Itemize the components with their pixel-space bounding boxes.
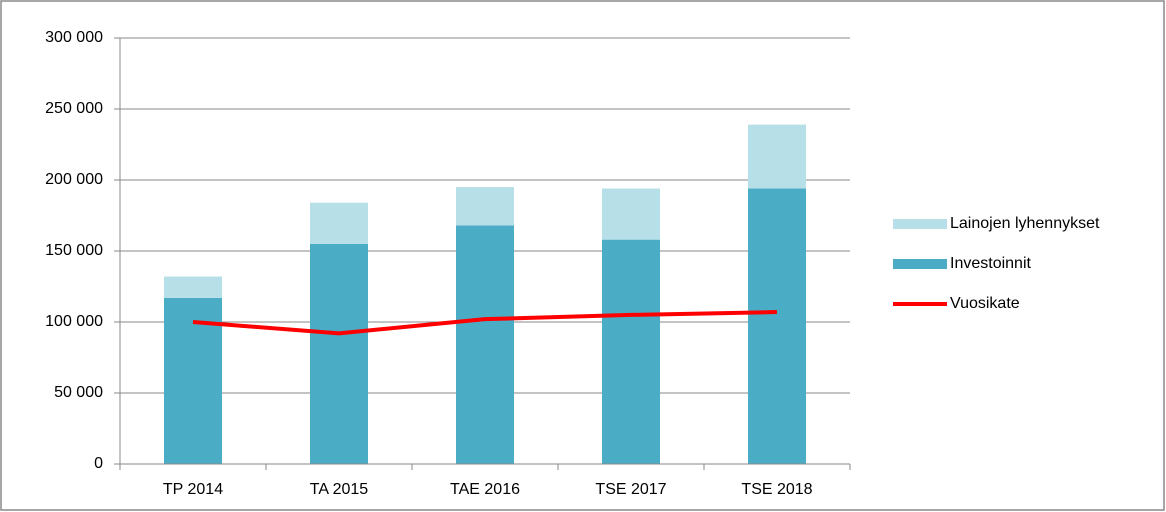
x-tick-label: TAE 2016 bbox=[450, 481, 520, 498]
y-tick-label: 150 000 bbox=[45, 242, 103, 259]
bar bbox=[602, 239, 660, 464]
bar bbox=[456, 225, 514, 464]
y-tick-label: 250 000 bbox=[45, 100, 103, 117]
bar bbox=[748, 124, 806, 189]
y-tick-label: 50 000 bbox=[54, 384, 103, 401]
legend-label: Lainojen lyhennykset bbox=[950, 215, 1100, 232]
y-tick-label: 0 bbox=[94, 455, 103, 472]
bar bbox=[164, 276, 222, 298]
x-tick-label: TP 2014 bbox=[163, 481, 223, 498]
x-tick-label: TSE 2018 bbox=[741, 481, 812, 498]
bar bbox=[310, 243, 368, 464]
y-tick-label: 100 000 bbox=[45, 313, 103, 330]
bar bbox=[310, 202, 368, 244]
x-tick-label: TA 2015 bbox=[310, 481, 369, 498]
legend-label: Vuosikate bbox=[950, 295, 1020, 312]
legend-swatch bbox=[893, 259, 947, 269]
bar bbox=[748, 188, 806, 464]
legend-swatch bbox=[893, 219, 947, 229]
y-tick-label: 300 000 bbox=[45, 29, 103, 46]
bar bbox=[164, 297, 222, 464]
bar bbox=[456, 187, 514, 226]
y-tick-label: 200 000 bbox=[45, 171, 103, 188]
legend-label: Investoinnit bbox=[950, 255, 1031, 272]
line-series bbox=[192, 310, 778, 336]
bar bbox=[602, 188, 660, 240]
x-tick-label: TSE 2017 bbox=[595, 481, 666, 498]
